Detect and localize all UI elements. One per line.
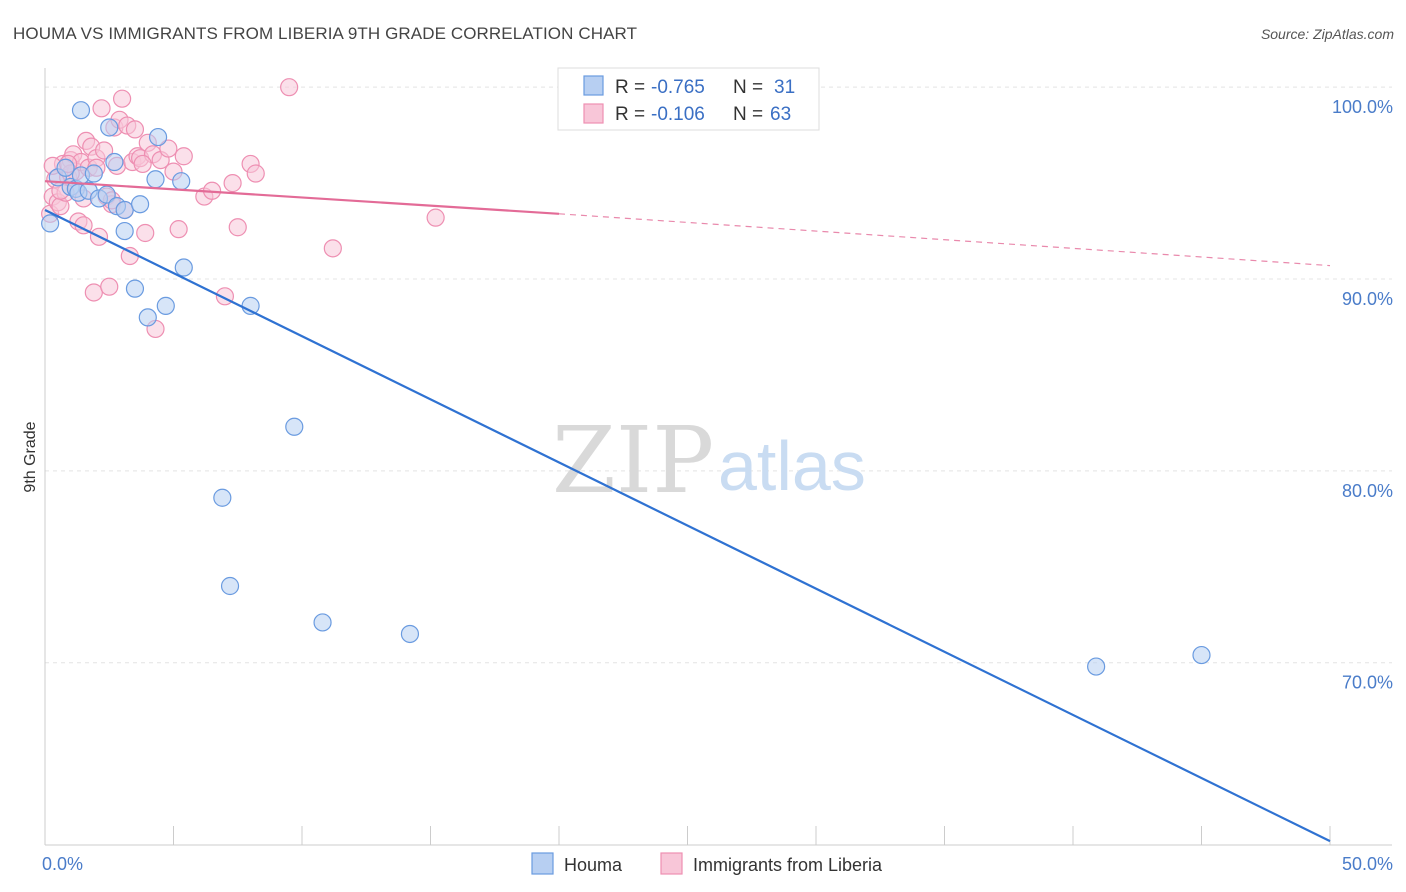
trend-line-liberia: [44, 180, 560, 215]
watermark: ZIP atlas: [552, 407, 866, 514]
legend-n-label-houma: N =: [733, 77, 763, 98]
point-houma: [115, 200, 134, 220]
legend-r-value-houma: -0.765: [651, 77, 705, 98]
y-tick-label: 90.0%: [1342, 289, 1393, 309]
point-liberia: [120, 246, 139, 266]
trend-lines: [44, 180, 1331, 843]
y-tick-label: 70.0%: [1342, 673, 1393, 693]
point-houma: [56, 158, 75, 177]
point-liberia: [169, 220, 188, 239]
point-liberia: [95, 141, 114, 160]
x-tick-marks: [173, 826, 1331, 845]
point-houma: [213, 488, 232, 507]
legend-swatch-houma: [583, 75, 604, 96]
watermark-zip: ZIP: [552, 407, 714, 514]
legend-r-label-houma: R =: [615, 77, 645, 98]
point-liberia: [426, 208, 445, 227]
bottom-legend-label-liberia[interactable]: Immigrants from Liberia: [693, 855, 883, 875]
point-liberia: [136, 223, 155, 243]
x-tick-label: 0.0%: [42, 854, 83, 874]
point-liberia: [92, 99, 111, 118]
y-axis-label: 9th Grade: [22, 421, 39, 492]
legend-n-label-liberia: N =: [733, 104, 763, 125]
bottom-legend-swatch-liberia[interactable]: [660, 852, 683, 875]
legend-r-value-liberia: -0.106: [651, 104, 705, 125]
legend-n-value-liberia: 63: [770, 104, 791, 125]
scatter-points: [41, 78, 1211, 676]
trend-line-liberia-extrapolated: [558, 213, 1331, 267]
trend-line-houma: [44, 208, 1331, 843]
point-liberia: [246, 164, 265, 183]
point-liberia: [84, 283, 103, 302]
point-liberia: [280, 78, 299, 97]
y-tick-label: 100.0%: [1332, 97, 1393, 117]
point-houma: [84, 164, 103, 183]
point-houma: [146, 170, 165, 189]
point-liberia: [133, 154, 152, 174]
chart-source: Source: ZipAtlas.com: [1261, 26, 1394, 42]
x-tick-label: 50.0%: [1342, 854, 1393, 874]
legend-r-label-liberia: R =: [615, 104, 645, 125]
watermark-atlas: atlas: [718, 427, 866, 505]
point-houma: [313, 613, 332, 632]
legend-swatch-liberia: [583, 103, 604, 124]
bottom-legend-swatch-houma[interactable]: [531, 852, 554, 875]
point-liberia: [228, 218, 247, 237]
point-houma: [400, 624, 420, 644]
y-tick-label: 80.0%: [1342, 481, 1393, 501]
point-liberia: [159, 139, 178, 158]
point-houma: [174, 258, 193, 277]
point-liberia: [112, 89, 132, 108]
point-liberia: [125, 120, 145, 139]
point-houma: [156, 296, 175, 315]
point-liberia: [223, 174, 242, 193]
point-houma: [1192, 645, 1211, 665]
point-houma: [285, 417, 304, 436]
point-liberia: [100, 277, 119, 296]
point-houma: [115, 221, 134, 241]
point-houma: [138, 308, 157, 327]
point-houma: [220, 576, 240, 596]
point-houma: [125, 279, 145, 298]
point-houma: [172, 172, 191, 191]
point-houma: [130, 195, 150, 214]
x-tick-labels: 0.0% 50.0%: [42, 854, 1393, 874]
bottom-legend: Houma Immigrants from Liberia: [531, 852, 883, 875]
point-houma: [100, 118, 119, 137]
y-tick-labels: 100.0% 90.0% 80.0% 70.0%: [1332, 97, 1393, 693]
point-houma: [1087, 657, 1106, 676]
legend-n-value-houma: 31: [774, 77, 795, 98]
point-liberia: [174, 147, 193, 166]
point-houma: [71, 101, 91, 120]
point-houma: [105, 152, 124, 172]
legend: R = -0.765 N = 31 R = -0.106 N = 63: [557, 67, 820, 131]
point-liberia: [323, 239, 342, 258]
bottom-legend-label-houma[interactable]: Houma: [564, 855, 623, 875]
point-houma: [148, 127, 168, 147]
chart-title: HOUMA VS IMMIGRANTS FROM LIBERIA 9TH GRA…: [13, 24, 637, 43]
point-houma: [41, 214, 60, 233]
